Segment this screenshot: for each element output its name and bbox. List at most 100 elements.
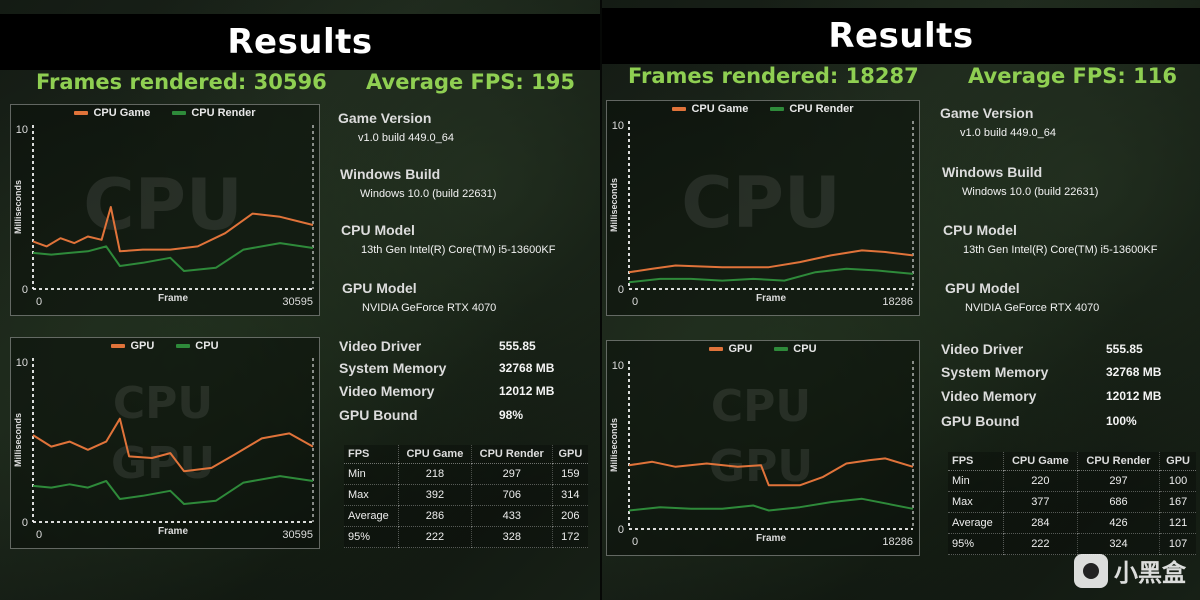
watermark-logo-icon xyxy=(1074,553,1108,588)
table-header-row: FPS CPU Game CPU Render GPU xyxy=(948,452,1196,471)
table-row: Average 286 433 206 xyxy=(344,505,588,527)
fps-table: FPS CPU Game CPU Render GPU Min 218 297 … xyxy=(344,445,588,548)
table-row: Min 220 297 100 xyxy=(948,470,1196,492)
video-memory-label: Video Memory xyxy=(339,383,435,399)
x-tick-label: 30595 xyxy=(282,529,313,541)
table-cell: 95% xyxy=(948,533,1004,555)
video-driver-label: Video Driver xyxy=(941,341,1024,357)
system-memory-value: 32768 MB xyxy=(499,361,555,375)
x-axis-label: Frame xyxy=(756,293,786,304)
gpu-bound-row: GPU Bound 100% xyxy=(941,413,1137,429)
table-cell: 328 xyxy=(471,526,553,548)
cpu-frametime-chart: CPU Game CPU Render CPU 0 10 Milliseconds 0 3… xyxy=(10,104,320,316)
legend-item: CPU Game xyxy=(74,107,150,119)
legend-swatch xyxy=(770,107,785,111)
x-tick-label: 0 xyxy=(632,536,638,548)
series-line-cpu-render xyxy=(628,267,914,284)
y-tick-label: 0 xyxy=(618,284,624,296)
series-line-cpu xyxy=(628,497,914,512)
video-memory-value: 12012 MB xyxy=(1106,389,1162,403)
x-axis-label: Frame xyxy=(158,526,188,537)
series-line-cpu-game xyxy=(628,249,914,274)
chart-watermark-text: GPU xyxy=(111,438,215,489)
table-cell: Max xyxy=(948,491,1004,513)
legend-swatch xyxy=(672,107,687,111)
table-cell: 314 xyxy=(552,484,588,506)
average-fps: Average FPS: 195 xyxy=(366,70,575,94)
windows-build-label: Windows Build xyxy=(942,164,1043,180)
frames-rendered: Frames rendered: 18287 xyxy=(628,64,919,88)
legend-label: GPU xyxy=(728,343,753,355)
cpu-model-value: 13th Gen Intel(R) Core(TM) i5-13600KF xyxy=(361,244,556,256)
table-cell: Max xyxy=(344,484,399,506)
table-row: Min 218 297 159 xyxy=(344,463,588,485)
gpu-model-block: GPU Model NVIDIA GeForce RTX 4070 xyxy=(342,280,496,314)
gpu-bound-value: 98% xyxy=(499,408,524,422)
system-memory-label: System Memory xyxy=(339,360,447,376)
table-cell: 392 xyxy=(398,484,472,506)
results-panel-right: Results Frames rendered: 18287 Average F… xyxy=(600,0,1200,600)
table-cell: 284 xyxy=(1003,512,1078,534)
table-cell: 172 xyxy=(552,526,588,548)
legend-item: CPU xyxy=(774,343,817,355)
x-axis-label: Frame xyxy=(158,293,188,304)
table-header: CPU Render xyxy=(1077,452,1161,471)
chart-legend: GPU CPU xyxy=(607,343,919,355)
gpu-model-label: GPU Model xyxy=(945,280,1020,296)
cpu-model-value: 13th Gen Intel(R) Core(TM) i5-13600KF xyxy=(963,244,1158,256)
table-cell: 107 xyxy=(1159,533,1196,555)
table-cell: 222 xyxy=(1003,533,1078,555)
legend-label: CPU Render xyxy=(789,103,854,115)
table-header: GPU xyxy=(552,445,588,464)
table-header: CPU Render xyxy=(471,445,553,464)
game-version-block: Game Version v1.0 build 449.0_64 xyxy=(940,105,1056,139)
windows-build-label: Windows Build xyxy=(340,166,441,182)
table-cell: 159 xyxy=(552,463,588,485)
table-cell: 222 xyxy=(398,526,472,548)
legend-label: CPU Render xyxy=(191,107,256,119)
gpu-cpu-frametime-chart: GPU CPU CPU GPU 0 10 Milliseconds 0 18286 Frame xyxy=(606,340,920,556)
cpu-frametime-chart: CPU Game CPU Render CPU 0 10 Milliseconds 0 1… xyxy=(606,100,920,316)
game-version-label: Game Version xyxy=(338,110,432,126)
windows-build-block: Windows Build Windows 10.0 (build 22631) xyxy=(942,164,1098,198)
video-memory-row: Video Memory 12012 MB xyxy=(941,388,1161,404)
y-tick-label: 0 xyxy=(618,524,624,536)
gpu-model-block: GPU Model NVIDIA GeForce RTX 4070 xyxy=(945,280,1099,314)
y-tick-label: 10 xyxy=(16,357,28,369)
gpu-model-value: NVIDIA GeForce RTX 4070 xyxy=(965,302,1100,314)
legend-item: CPU xyxy=(176,340,219,352)
average-fps: Average FPS: 116 xyxy=(968,64,1177,88)
gpu-bound-label: GPU Bound xyxy=(339,407,418,423)
video-driver-label: Video Driver xyxy=(339,338,422,354)
game-version-value: v1.0 build 449.0_64 xyxy=(960,127,1057,139)
y-axis-label: Milliseconds xyxy=(13,413,23,467)
frames-rendered: Frames rendered: 30596 xyxy=(36,70,327,94)
cpu-model-block: CPU Model 13th Gen Intel(R) Core(TM) i5-… xyxy=(341,222,555,256)
gpu-bound-value: 100% xyxy=(1106,414,1137,428)
legend-item: CPU Render xyxy=(172,107,256,119)
results-panel-left: Results Frames rendered: 30596 Average F… xyxy=(0,0,600,600)
title-bar: Results xyxy=(602,8,1200,64)
x-tick-label: 18286 xyxy=(882,296,913,308)
table-cell: 121 xyxy=(1159,512,1196,534)
legend-label: CPU Game xyxy=(93,107,151,119)
y-axis-label: Milliseconds xyxy=(13,180,23,234)
legend-label: GPU xyxy=(130,340,155,352)
legend-swatch xyxy=(111,344,126,348)
video-driver-row: Video Driver 555.85 xyxy=(339,338,536,354)
table-cell: 426 xyxy=(1077,512,1161,534)
video-memory-row: Video Memory 12012 MB xyxy=(339,383,554,399)
legend-item: GPU xyxy=(111,340,154,352)
system-memory-row: System Memory 32768 MB xyxy=(941,364,1161,380)
chart-svg: CPU 0 10 Milliseconds 0 30595 Frame xyxy=(13,124,314,308)
gpu-cpu-frametime-chart: GPU CPU CPU GPU 0 10 Milliseconds 0 30595 Frame xyxy=(10,337,320,549)
table-header-row: FPS CPU Game CPU Render GPU xyxy=(344,445,588,464)
chart-watermark-text: CPU xyxy=(681,162,841,244)
y-axis-label: Milliseconds xyxy=(609,178,619,232)
table-cell: 297 xyxy=(471,463,553,485)
x-tick-label: 0 xyxy=(36,296,42,308)
chart-watermark-text: CPU xyxy=(83,164,243,246)
table-cell: 286 xyxy=(398,505,472,527)
legend-swatch xyxy=(774,347,789,351)
table-cell: 324 xyxy=(1077,533,1161,555)
